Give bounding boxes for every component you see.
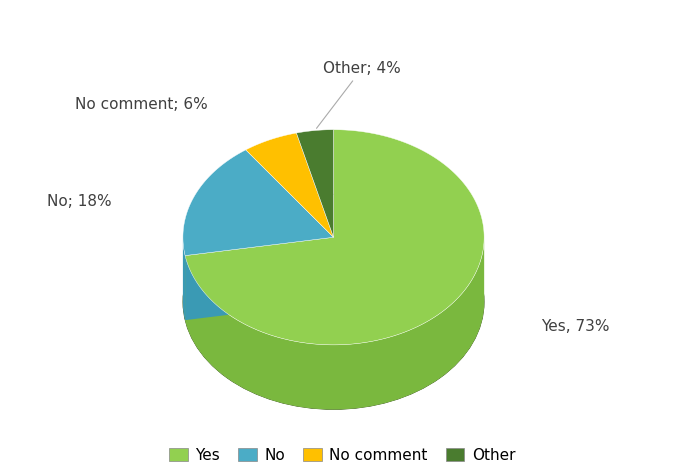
Polygon shape xyxy=(246,133,334,237)
Polygon shape xyxy=(185,237,334,320)
Polygon shape xyxy=(297,130,334,237)
Text: Yes, 73%: Yes, 73% xyxy=(542,319,610,334)
Polygon shape xyxy=(185,238,484,410)
Polygon shape xyxy=(185,130,484,345)
Polygon shape xyxy=(185,237,334,320)
Text: No comment; 6%: No comment; 6% xyxy=(75,97,208,112)
Legend: Yes, No, No comment, Other: Yes, No, No comment, Other xyxy=(163,442,522,467)
Text: No; 18%: No; 18% xyxy=(47,194,111,209)
Text: Other; 4%: Other; 4% xyxy=(316,61,401,128)
Polygon shape xyxy=(183,238,185,320)
Polygon shape xyxy=(183,150,334,255)
